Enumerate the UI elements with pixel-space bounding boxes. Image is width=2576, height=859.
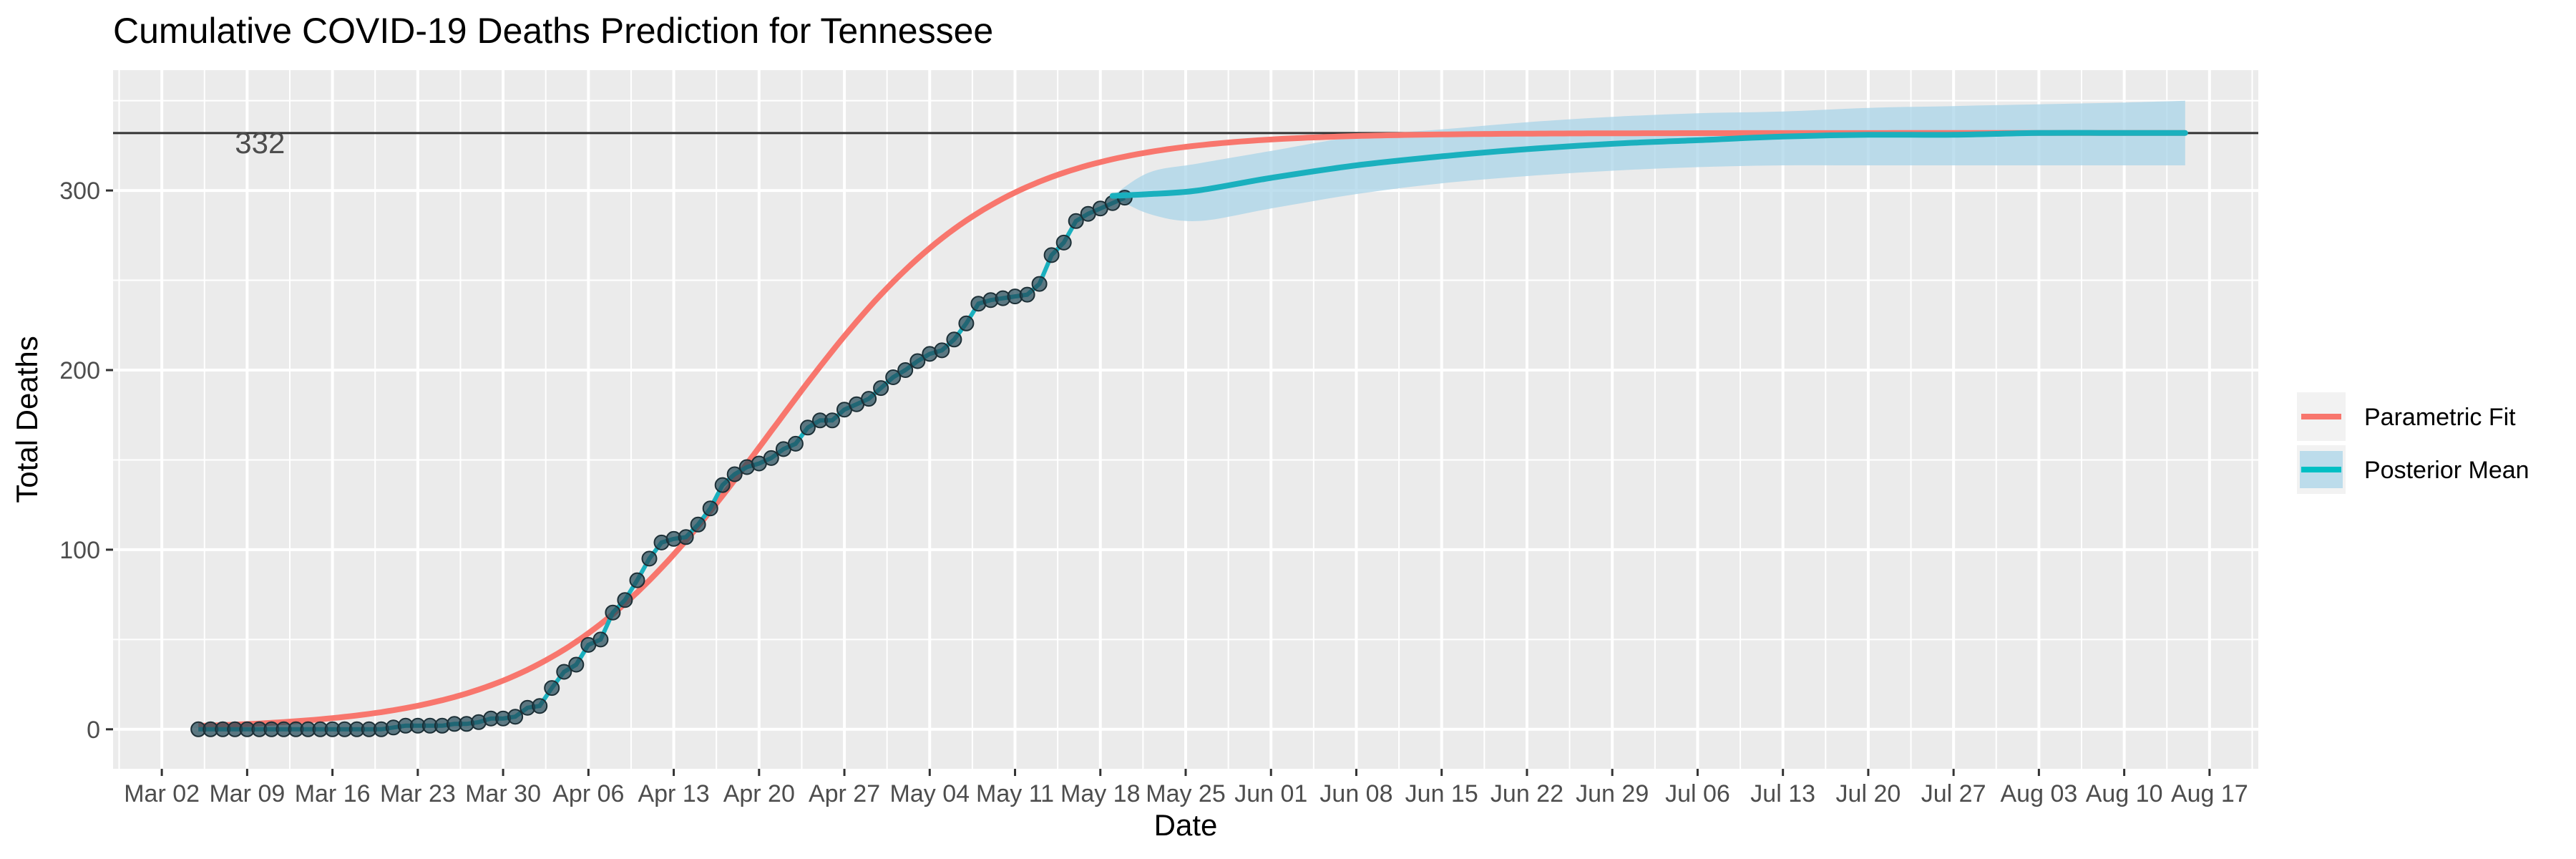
y-tick-label: 200: [59, 357, 100, 384]
x-tick-label: Jul 20: [1836, 780, 1901, 807]
major-gridlines: [113, 70, 2258, 769]
observed-point: [726, 466, 743, 482]
y-tick-label: 300: [59, 178, 100, 205]
observed-point: [702, 500, 718, 517]
observed-point: [873, 380, 889, 397]
observed-point: [592, 631, 609, 648]
y-tick-label: 0: [87, 717, 100, 744]
x-tick-label: Mar 30: [465, 780, 541, 807]
posterior-mean-line: [1109, 130, 2188, 199]
observed-point: [507, 709, 524, 725]
observed-point: [556, 664, 572, 680]
observed-point: [629, 572, 645, 588]
observed-point: [690, 516, 706, 533]
observed-point: [958, 315, 975, 331]
observed-point: [678, 529, 694, 545]
posterior-mean-layer: [1109, 130, 2188, 199]
observed-point: [763, 450, 779, 466]
observed-point: [532, 698, 548, 714]
observed-point: [1019, 286, 1035, 303]
x-tick-label: Mar 23: [380, 780, 456, 807]
observed-point: [605, 604, 621, 621]
observed-point: [1031, 276, 1048, 292]
x-tick-label: May 25: [1146, 780, 1226, 807]
x-tick-label: Apr 06: [552, 780, 624, 807]
x-tick-label: Mar 09: [209, 780, 285, 807]
x-tick-label: Aug 10: [2086, 780, 2163, 807]
x-tick-label: Mar 16: [295, 780, 371, 807]
observed-point: [617, 592, 633, 608]
x-tick-label: Jun 22: [1491, 780, 1563, 807]
y-tick-label: 100: [59, 537, 100, 564]
x-tick-label: Jul 27: [1921, 780, 1986, 807]
observed-point: [799, 419, 816, 436]
observed-point: [714, 477, 731, 493]
x-tick-label: Jun 08: [1319, 780, 1392, 807]
chart-title: Cumulative COVID-19 Deaths Prediction fo…: [113, 11, 993, 51]
y-axis-ticks: 0 100 200 300: [59, 178, 113, 744]
x-tick-label: Jul 06: [1665, 780, 1730, 807]
x-tick-label: May 04: [890, 780, 970, 807]
observed-point: [1055, 234, 1072, 251]
x-tick-label: Apr 20: [723, 780, 795, 807]
legend-label: Posterior Mean: [2364, 457, 2529, 484]
x-tick-label: Apr 13: [638, 780, 709, 807]
observed-point: [861, 391, 877, 407]
observed-points-layer: [190, 190, 1133, 737]
x-tick-label: May 11: [976, 780, 1054, 807]
observed-point: [568, 656, 585, 673]
x-tick-label: Aug 17: [2171, 780, 2248, 807]
observed-point: [1068, 213, 1084, 229]
observed-point: [897, 362, 914, 378]
x-tick-label: May 18: [1060, 780, 1141, 807]
observed-point: [946, 331, 962, 348]
x-axis-title: Date: [1154, 808, 1218, 842]
x-tick-label: Jun 15: [1405, 780, 1478, 807]
observed-point: [787, 435, 804, 452]
observed-point: [934, 342, 950, 359]
x-tick-label: Apr 27: [809, 780, 880, 807]
observed-point: [909, 353, 926, 369]
reference-value-label: 332: [235, 126, 285, 160]
x-axis-ticks: Mar 02 Mar 09 Mar 16 Mar 23 Mar 30 Apr 06 Apr …: [124, 769, 2248, 807]
observed-point: [544, 680, 560, 697]
observed-point: [885, 369, 902, 385]
y-axis-title: Total Deaths: [10, 336, 44, 503]
observed-point: [1043, 247, 1060, 263]
x-tick-label: Aug 03: [2001, 780, 2078, 807]
legend-label: Parametric Fit: [2364, 404, 2516, 431]
x-tick-label: Jun 29: [1576, 780, 1649, 807]
x-tick-label: Mar 02: [124, 780, 200, 807]
x-tick-label: Jul 13: [1750, 780, 1815, 807]
observed-point: [641, 550, 658, 567]
observed-point: [824, 412, 840, 429]
x-tick-label: Jun 01: [1234, 780, 1307, 807]
legend: Parametric Fit Posterior Mean: [2297, 392, 2529, 494]
